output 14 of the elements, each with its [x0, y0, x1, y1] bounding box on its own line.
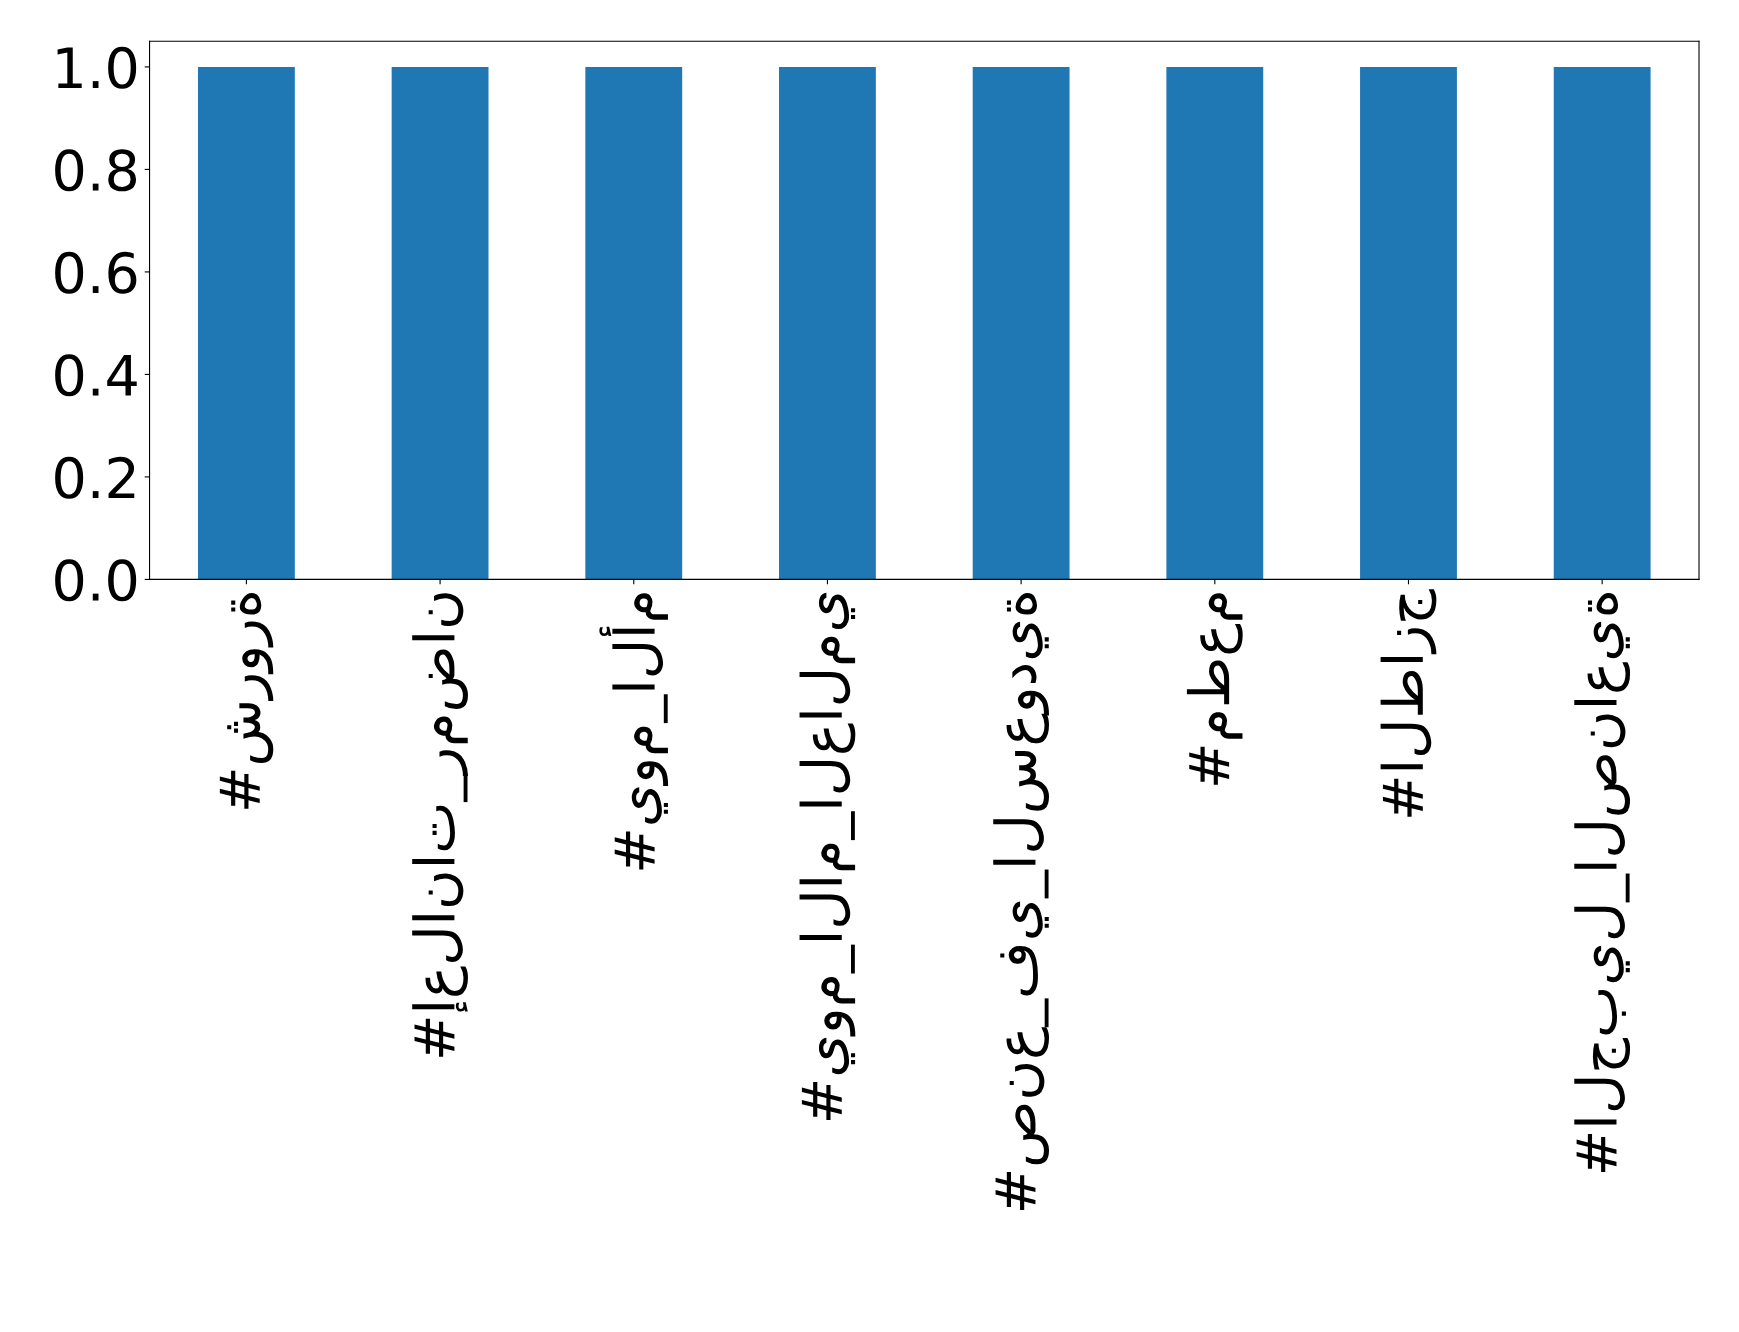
x-tick-label: #صنع_في_السعودية — [993, 593, 1050, 1211]
y-tick-label: 0.6 — [55, 251, 137, 294]
x-tick-label: #الطازج — [1380, 589, 1437, 817]
x-tick-label: #شرورة — [219, 593, 274, 809]
y-tick-label: 0.8 — [55, 149, 137, 192]
x-tick-label: #يوم_الأم — [599, 593, 669, 870]
y-tick-label: 0.4 — [55, 354, 137, 397]
x-tick-label: #إعلانات_رمضان — [412, 593, 468, 1057]
y-tick-label: 0.0 — [55, 559, 137, 602]
y-tick-label: 0.2 — [55, 456, 135, 499]
y-tick-label: 1.0 — [57, 46, 137, 89]
x-tick-label: #مطعم — [1186, 593, 1243, 785]
x-tick-label: #يوم_الام_العالمي — [799, 592, 856, 1120]
x-tick-label: #الجبيل_الصناعية — [1574, 593, 1631, 1172]
